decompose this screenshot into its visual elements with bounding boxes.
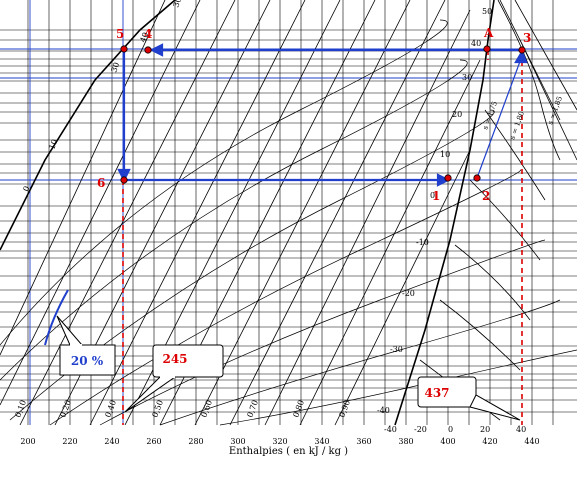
quality-label-050: 0,50 <box>150 399 165 419</box>
point-4-marker <box>144 46 152 54</box>
quality-label-010: 0,10 <box>13 399 28 419</box>
point-2-marker <box>473 174 481 182</box>
temp-right-40: 40 <box>471 39 481 48</box>
quality-label-040: 0,40 <box>103 399 118 419</box>
compression-arrowhead <box>514 49 528 64</box>
evaporator-arrowhead <box>436 173 451 187</box>
temp-right-minus30: -30 <box>390 345 403 354</box>
enthalpy-high-callout: 437 <box>417 376 521 421</box>
entropy-label-3: s = 1,85 <box>546 95 564 125</box>
x-tick-300: 300 <box>230 437 245 446</box>
temp-right-minus10: -10 <box>416 238 429 247</box>
enthalpy-high-text: 437 <box>424 386 449 400</box>
x-tick-240: 240 <box>104 437 119 446</box>
sec-tick-minus40: -40 <box>384 425 397 434</box>
x-tick-260: 260 <box>146 437 161 446</box>
quality-20-curve <box>44 289 69 346</box>
point-3-marker <box>518 46 526 54</box>
x-tick-200: 200 <box>20 437 35 446</box>
temp-right-30: 30 <box>462 73 472 82</box>
quality-label-070: 0,70 <box>245 399 260 419</box>
x-tick-280: 280 <box>188 437 203 446</box>
point-1-label: 1 <box>432 189 440 203</box>
isotherms-vapor <box>419 0 577 421</box>
temp-label-30: 30 <box>109 61 121 74</box>
point-6-label: 6 <box>97 176 105 190</box>
quality-callout: 20 % <box>44 289 116 376</box>
quality-curves <box>0 19 577 426</box>
temp-right-20: 20 <box>452 110 462 119</box>
enthalpy-axis-ticks: 200 220 240 260 280 300 320 340 360 380 … <box>20 437 539 446</box>
point-5-label: 5 <box>116 27 124 41</box>
point-A-marker <box>483 45 491 53</box>
temp-label-10: 10 <box>47 138 59 151</box>
x-tick-380: 380 <box>398 437 413 446</box>
temp-label-40: 40 <box>138 31 150 44</box>
point-3-label: 3 <box>523 31 531 45</box>
sec-tick-40: 40 <box>516 425 526 434</box>
right-temperature-labels: 50 40 30 20 10 0 -10 -20 -30 -40 <box>377 7 492 415</box>
x-tick-220: 220 <box>62 437 77 446</box>
quality-label-090: 0,90 <box>337 399 352 419</box>
x-axis-title: Enthalpies ( en kJ / kg ) <box>228 446 349 457</box>
point-5-marker <box>120 45 128 53</box>
x-tick-320: 320 <box>272 437 287 446</box>
enthalpy-grid <box>27 0 554 425</box>
temp-right-0: 0 <box>430 191 435 200</box>
refrigeration-cycle <box>117 43 528 187</box>
condenser-arrowhead <box>149 43 164 57</box>
enthalpy-low-callout: 245 <box>124 344 224 413</box>
temp-label-50: 30 <box>171 0 183 9</box>
point-labels: 1 2 3 4 5 6 A <box>97 26 531 203</box>
secondary-axis-ticks: -40 -20 0 20 40 <box>384 425 526 434</box>
cycle-points <box>120 45 526 184</box>
point-4-label: 4 <box>144 27 152 41</box>
temp-label-0: 0 <box>21 185 31 193</box>
x-tick-360: 360 <box>356 437 371 446</box>
sec-tick-minus20: -20 <box>414 425 427 434</box>
sec-tick-20: 20 <box>480 425 490 434</box>
temp-right-50: 50 <box>482 7 492 16</box>
sec-tick-0: 0 <box>448 425 453 434</box>
x-tick-420: 420 <box>482 437 497 446</box>
temp-right-minus20: -20 <box>402 289 415 298</box>
expansion-arrowhead <box>117 168 131 183</box>
temp-right-minus40: -40 <box>377 406 390 415</box>
point-A-label: A <box>483 26 494 40</box>
compression-line <box>476 55 523 179</box>
quality-label-080: 0,80 <box>291 399 306 419</box>
x-tick-340: 340 <box>314 437 329 446</box>
saturation-curve <box>0 0 495 426</box>
point-6-marker <box>120 176 128 184</box>
point-2-label: 2 <box>482 189 490 203</box>
quality-label-020: 0,20 <box>58 399 73 419</box>
enthalpy-low-text: 245 <box>162 352 187 366</box>
x-tick-440: 440 <box>524 437 539 446</box>
quality-label-060: 0,60 <box>199 399 214 419</box>
x-tick-400: 400 <box>440 437 455 446</box>
left-temperature-labels: 0 10 30 40 30 <box>21 0 183 193</box>
quality-callout-text: 20 % <box>71 354 104 368</box>
temp-right-10: 10 <box>440 150 450 159</box>
point-1-marker <box>444 174 452 182</box>
